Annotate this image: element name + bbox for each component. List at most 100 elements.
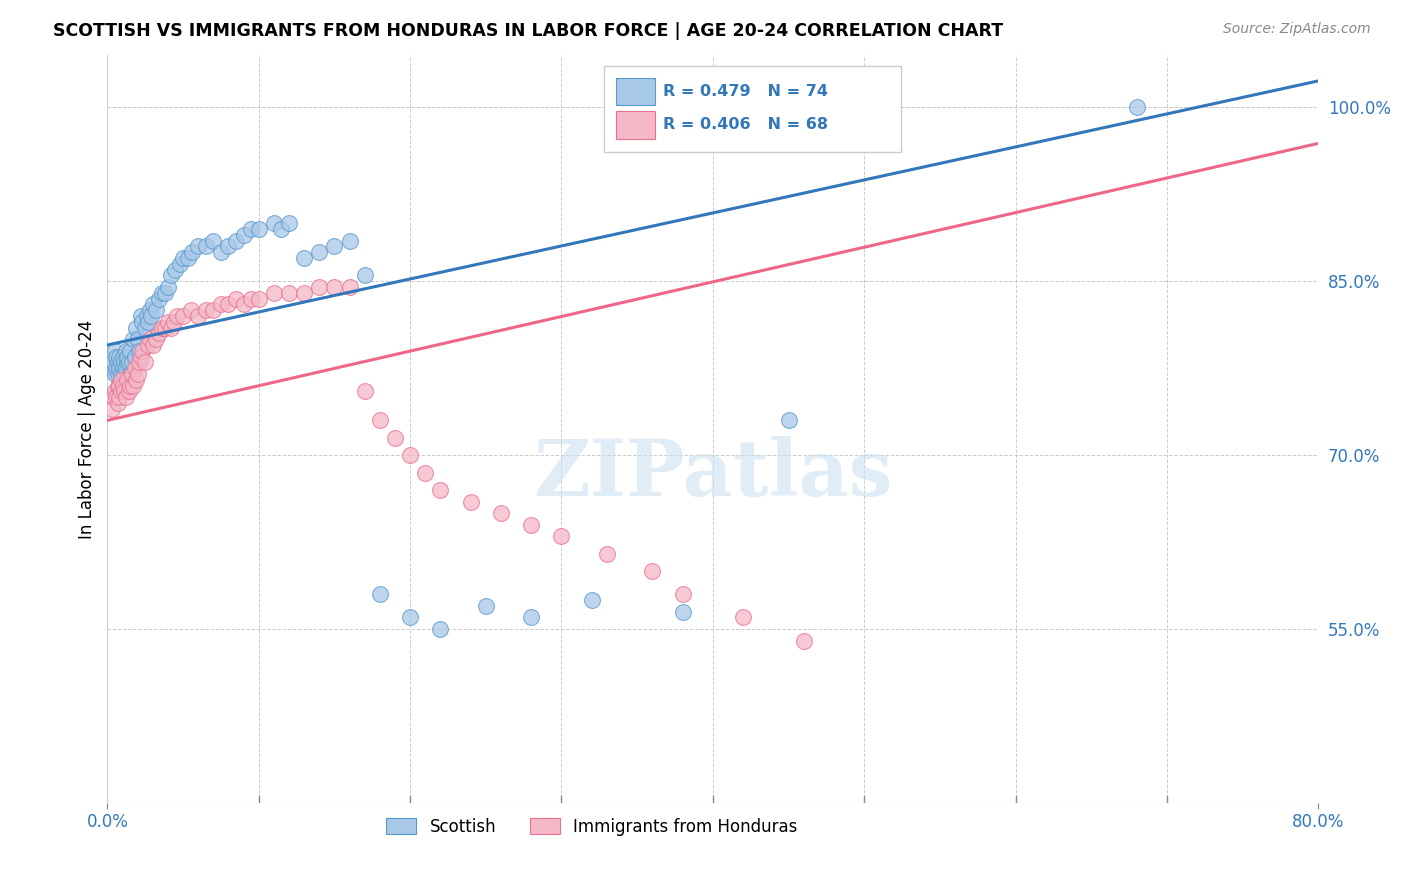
Point: [240, 292, 263, 306]
Point: [112, 355, 135, 369]
Point: [232, 227, 254, 242]
Point: [399, 448, 422, 462]
Point: [169, 257, 191, 271]
Point: [139, 332, 162, 346]
Point: [101, 361, 124, 376]
Point: [153, 285, 176, 300]
Point: [115, 355, 138, 369]
Point: [111, 350, 134, 364]
Point: [641, 564, 664, 578]
Point: [121, 367, 143, 381]
Point: [131, 343, 153, 358]
Point: [520, 517, 543, 532]
Point: [156, 315, 179, 329]
Text: R = 0.406   N = 68: R = 0.406 N = 68: [664, 117, 828, 132]
Point: [489, 506, 512, 520]
Point: [247, 222, 270, 236]
Point: [278, 285, 301, 300]
Point: [263, 216, 285, 230]
Point: [110, 384, 132, 399]
Point: [105, 390, 128, 404]
Point: [353, 384, 375, 399]
Point: [127, 332, 149, 346]
Point: [429, 622, 451, 636]
Text: Source: ZipAtlas.com: Source: ZipAtlas.com: [1223, 22, 1371, 37]
Point: [117, 384, 139, 399]
Point: [128, 355, 150, 369]
Point: [172, 309, 194, 323]
Point: [134, 355, 156, 369]
Point: [107, 396, 129, 410]
Point: [122, 332, 145, 346]
Point: [733, 610, 755, 624]
Point: [156, 280, 179, 294]
Point: [1125, 100, 1147, 114]
Point: [278, 216, 301, 230]
Point: [129, 350, 152, 364]
Point: [323, 280, 346, 294]
Point: [793, 633, 815, 648]
Point: [117, 355, 139, 369]
Point: [368, 413, 391, 427]
Point: [112, 384, 135, 399]
Point: [120, 378, 142, 392]
Point: [105, 361, 128, 376]
Text: SCOTTISH VS IMMIGRANTS FROM HONDURAS IN LABOR FORCE | AGE 20-24 CORRELATION CHAR: SCOTTISH VS IMMIGRANTS FROM HONDURAS IN …: [53, 22, 1004, 40]
Point: [475, 599, 498, 613]
Point: [145, 332, 167, 346]
Point: [145, 303, 167, 318]
Point: [292, 251, 315, 265]
Point: [460, 494, 482, 508]
Point: [134, 320, 156, 334]
Point: [136, 338, 159, 352]
Point: [308, 245, 330, 260]
FancyBboxPatch shape: [616, 112, 655, 139]
Point: [107, 378, 129, 392]
Point: [125, 320, 148, 334]
Point: [232, 297, 254, 311]
Point: [368, 587, 391, 601]
Point: [104, 343, 127, 358]
Point: [413, 466, 436, 480]
Point: [125, 373, 148, 387]
Point: [225, 292, 247, 306]
Point: [550, 529, 572, 543]
Point: [209, 245, 232, 260]
Point: [129, 309, 152, 323]
Point: [108, 378, 131, 392]
Point: [180, 303, 202, 318]
Point: [124, 361, 146, 376]
Point: [429, 483, 451, 497]
Point: [247, 292, 270, 306]
Point: [150, 320, 173, 334]
Point: [160, 320, 183, 334]
Point: [122, 378, 145, 392]
Point: [131, 315, 153, 329]
Point: [120, 367, 142, 381]
Point: [399, 610, 422, 624]
Point: [115, 373, 138, 387]
Point: [101, 401, 124, 416]
Point: [110, 367, 132, 381]
Point: [127, 367, 149, 381]
Point: [225, 234, 247, 248]
Point: [240, 222, 263, 236]
Point: [520, 610, 543, 624]
Point: [107, 367, 129, 381]
Point: [111, 378, 134, 392]
Point: [160, 268, 183, 283]
Point: [270, 222, 292, 236]
Y-axis label: In Labor Force | Age 20-24: In Labor Force | Age 20-24: [79, 319, 96, 539]
Point: [103, 355, 125, 369]
Point: [263, 285, 285, 300]
Point: [128, 343, 150, 358]
FancyBboxPatch shape: [616, 78, 655, 105]
Point: [292, 285, 315, 300]
Point: [778, 413, 800, 427]
Point: [107, 355, 129, 369]
Point: [114, 390, 136, 404]
Point: [187, 309, 209, 323]
Point: [596, 547, 619, 561]
Point: [110, 355, 132, 369]
Point: [115, 350, 138, 364]
